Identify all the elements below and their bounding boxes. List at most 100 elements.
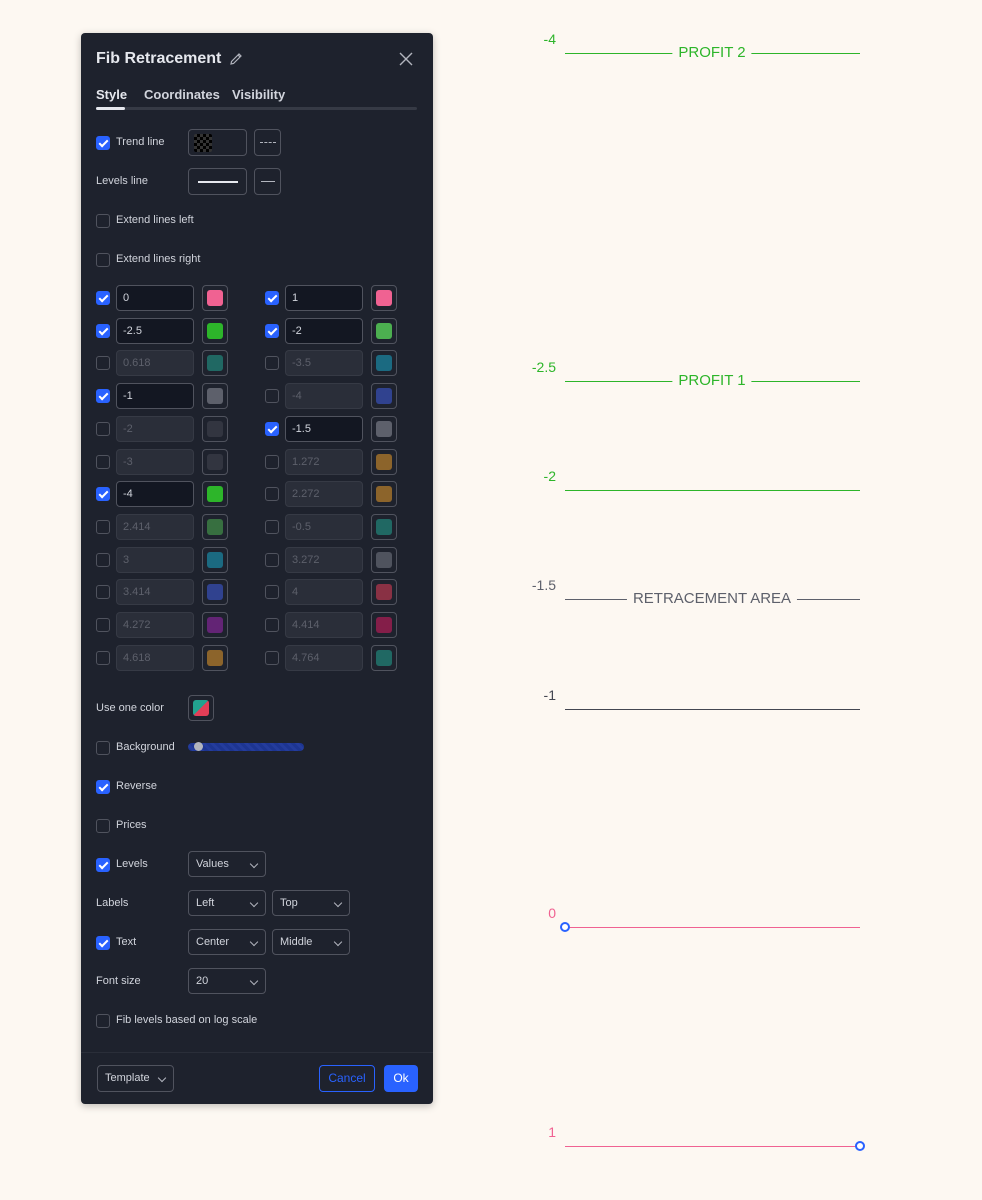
- level-color-button[interactable]: [202, 383, 228, 410]
- level-color-button[interactable]: [202, 317, 228, 344]
- level-color-button[interactable]: [371, 383, 397, 410]
- level-value-input[interactable]: 2.414: [116, 513, 194, 540]
- level-checkbox[interactable]: [96, 487, 110, 502]
- level-value-input[interactable]: 4.618: [116, 644, 194, 671]
- background-opacity-slider[interactable]: [188, 743, 304, 751]
- level-color-button[interactable]: [371, 317, 397, 344]
- level-color-button[interactable]: [202, 481, 228, 508]
- labels-vertical-select[interactable]: Top: [272, 890, 350, 916]
- tab-style[interactable]: Style: [96, 87, 128, 102]
- level-color-button[interactable]: [371, 350, 397, 377]
- anchor-point[interactable]: [560, 922, 570, 932]
- level-checkbox[interactable]: [96, 323, 110, 338]
- level-value-input[interactable]: 3: [116, 546, 194, 573]
- level-color-button[interactable]: [371, 546, 397, 573]
- tab-visibility[interactable]: Visibility: [232, 87, 286, 102]
- level-checkbox[interactable]: [96, 454, 110, 469]
- level-value-input[interactable]: -1: [116, 383, 194, 410]
- level-value-input[interactable]: -0.5: [285, 513, 363, 540]
- level-checkbox[interactable]: [265, 454, 279, 469]
- level-value-input[interactable]: 2.272: [285, 481, 363, 508]
- level-checkbox[interactable]: [265, 552, 279, 567]
- level-value-input[interactable]: 3.272: [285, 546, 363, 573]
- prices-checkbox[interactable]: [96, 819, 110, 833]
- level-value-input[interactable]: -3: [116, 448, 194, 475]
- level-color-button[interactable]: [202, 546, 228, 573]
- trend-line-checkbox[interactable]: [96, 136, 110, 150]
- level-color-button[interactable]: [371, 644, 397, 671]
- level-checkbox[interactable]: [265, 487, 279, 502]
- level-color-button[interactable]: [371, 448, 397, 475]
- text-vertical-select[interactable]: Middle: [272, 929, 350, 955]
- level-value-input[interactable]: 4: [285, 579, 363, 606]
- level-checkbox[interactable]: [96, 519, 110, 534]
- level-checkbox[interactable]: [265, 356, 279, 371]
- level-color-button[interactable]: [371, 513, 397, 540]
- level-color-button[interactable]: [371, 285, 397, 311]
- reverse-checkbox[interactable]: [96, 780, 110, 794]
- level-value-input[interactable]: 1: [285, 285, 363, 311]
- level-color-button[interactable]: [371, 481, 397, 508]
- text-horizontal-select[interactable]: Center: [188, 929, 266, 955]
- level-checkbox[interactable]: [96, 585, 110, 600]
- trend-line-color-button[interactable]: [188, 129, 247, 156]
- level-value-input[interactable]: 4.764: [285, 644, 363, 671]
- level-checkbox[interactable]: [265, 323, 279, 338]
- level-value-input[interactable]: 4.414: [285, 612, 363, 638]
- level-color-button[interactable]: [371, 612, 397, 638]
- level-color-button[interactable]: [202, 612, 228, 638]
- ok-button[interactable]: Ok: [384, 1065, 418, 1092]
- level-checkbox[interactable]: [265, 421, 279, 436]
- level-checkbox[interactable]: [265, 650, 279, 665]
- level-color-button[interactable]: [202, 415, 228, 442]
- levels-line-width-button[interactable]: [188, 168, 247, 195]
- level-value-input[interactable]: -2: [285, 317, 363, 344]
- level-checkbox[interactable]: [96, 389, 110, 404]
- level-value-input[interactable]: -4: [116, 481, 194, 508]
- level-color-button[interactable]: [371, 579, 397, 606]
- level-value-input[interactable]: 1.272: [285, 448, 363, 475]
- level-value-input[interactable]: 0.618: [116, 350, 194, 377]
- level-checkbox[interactable]: [265, 519, 279, 534]
- log-scale-checkbox[interactable]: [96, 1014, 110, 1028]
- level-checkbox[interactable]: [96, 552, 110, 567]
- level-checkbox[interactable]: [96, 291, 110, 305]
- level-color-button[interactable]: [202, 448, 228, 475]
- slider-handle[interactable]: [194, 742, 203, 751]
- text-checkbox[interactable]: [96, 936, 110, 950]
- level-color-button[interactable]: [202, 513, 228, 540]
- level-value-input[interactable]: -4: [285, 383, 363, 410]
- tab-coordinates[interactable]: Coordinates: [144, 87, 220, 102]
- level-value-input[interactable]: -2: [116, 415, 194, 442]
- level-checkbox[interactable]: [96, 650, 110, 665]
- level-checkbox[interactable]: [96, 356, 110, 371]
- level-value-input[interactable]: 3.414: [116, 579, 194, 606]
- level-color-button[interactable]: [202, 579, 228, 606]
- use-one-color-button[interactable]: [188, 695, 214, 721]
- trend-line-style-button[interactable]: [254, 129, 281, 156]
- level-checkbox[interactable]: [265, 389, 279, 404]
- labels-horizontal-select[interactable]: Left: [188, 890, 266, 916]
- level-checkbox[interactable]: [96, 421, 110, 436]
- extend-right-checkbox[interactable]: [96, 253, 110, 267]
- level-value-input[interactable]: -2.5: [116, 317, 194, 344]
- level-value-input[interactable]: 4.272: [116, 612, 194, 638]
- pencil-icon[interactable]: [228, 51, 244, 67]
- template-dropdown[interactable]: Template: [97, 1065, 174, 1092]
- extend-left-checkbox[interactable]: [96, 214, 110, 228]
- levels-checkbox[interactable]: [96, 858, 110, 872]
- background-checkbox[interactable]: [96, 741, 110, 755]
- level-value-input[interactable]: -1.5: [285, 415, 363, 442]
- level-value-input[interactable]: -3.5: [285, 350, 363, 377]
- anchor-point[interactable]: [855, 1141, 865, 1151]
- level-color-button[interactable]: [202, 285, 228, 311]
- level-checkbox[interactable]: [265, 585, 279, 600]
- level-checkbox[interactable]: [96, 618, 110, 632]
- close-icon[interactable]: [398, 51, 414, 67]
- level-value-input[interactable]: 0: [116, 285, 194, 311]
- cancel-button[interactable]: Cancel: [319, 1065, 375, 1092]
- level-color-button[interactable]: [371, 415, 397, 442]
- level-checkbox[interactable]: [265, 618, 279, 632]
- levels-select[interactable]: Values: [188, 851, 266, 877]
- level-checkbox[interactable]: [265, 291, 279, 305]
